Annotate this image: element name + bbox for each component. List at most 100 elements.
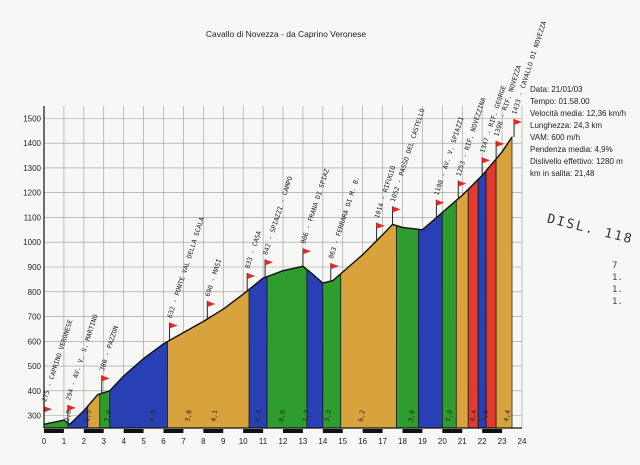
y-tick-label: 400 bbox=[28, 387, 42, 396]
y-tick-label: 1200 bbox=[23, 189, 41, 198]
profile-segment bbox=[322, 272, 342, 429]
ruler-block bbox=[203, 429, 224, 433]
y-tick-label: 1400 bbox=[23, 139, 41, 148]
waypoint-flags bbox=[43, 118, 523, 425]
flag-icon bbox=[207, 301, 216, 308]
flag-icon bbox=[392, 206, 401, 213]
x-tick-label: 13 bbox=[298, 437, 307, 446]
segment-distance-label: 3,6 bbox=[480, 409, 490, 422]
stat-vam: VAM: 600 m/h bbox=[530, 133, 581, 142]
waypoint-flag bbox=[513, 118, 523, 137]
x-tick-label: 17 bbox=[378, 437, 387, 446]
x-tick-label: 7 bbox=[181, 437, 186, 446]
x-tick-label: 6 bbox=[161, 437, 166, 446]
segment-distance-label: 8,0 bbox=[277, 409, 287, 422]
x-tick-label: 18 bbox=[398, 437, 407, 446]
stat-date: Data: 21/01/03 bbox=[530, 85, 583, 94]
ride-stats-panel: Data: 21/01/03 Tempo: 01.58.00 Velocità … bbox=[530, 84, 626, 180]
ruler-block bbox=[442, 429, 463, 433]
flag-icon bbox=[101, 375, 110, 382]
profile-line bbox=[43, 136, 513, 426]
x-tick-label: 21 bbox=[458, 437, 467, 446]
profile-outline bbox=[43, 136, 513, 426]
profile-segment bbox=[485, 157, 497, 429]
side-mark: 1. bbox=[612, 297, 623, 307]
profile-segment bbox=[109, 341, 168, 429]
flag-icon bbox=[265, 259, 274, 266]
chart-title: Cavallo di Novezza - da Caprino Veronese bbox=[206, 29, 366, 39]
waypoint-flag bbox=[495, 140, 505, 159]
y-axis-tick-labels: 300 400 500 600 700 800 900 1000 1100 1200 1300 140… bbox=[23, 114, 41, 420]
ruler-block bbox=[163, 429, 184, 433]
flag-icon bbox=[436, 199, 445, 206]
ruler-block bbox=[482, 429, 503, 433]
stat-length: Lunghezza: 24,3 km bbox=[530, 121, 603, 130]
waypoint-flag bbox=[206, 301, 216, 320]
x-tick-label: 14 bbox=[318, 437, 327, 446]
y-tick-label: 900 bbox=[28, 263, 42, 272]
profile-segment bbox=[477, 169, 487, 429]
side-mark: 7 bbox=[612, 261, 618, 271]
profile-segment bbox=[167, 288, 250, 429]
x-tick-label: 19 bbox=[418, 437, 427, 446]
ruler-block bbox=[243, 429, 264, 433]
waypoint-flag bbox=[376, 222, 385, 241]
flag-icon bbox=[458, 180, 467, 187]
waypoint-flag bbox=[330, 263, 339, 282]
x-tick-label: 11 bbox=[259, 437, 268, 446]
waypoint-flag bbox=[481, 157, 491, 176]
segment-distance-labels: 2,0 1,5 7,0 4,5 3,8 4,1 6,4 8,0 1,7 3,3 6,2 3,8 7,0 4… bbox=[63, 409, 512, 422]
x-tick-label: 24 bbox=[518, 437, 527, 446]
flag-icon bbox=[44, 406, 52, 413]
segment-distance-label: 4,5 bbox=[148, 409, 158, 422]
segment-distance-label: 3,8 bbox=[407, 409, 417, 422]
waypoint-flag bbox=[67, 404, 76, 423]
stat-time: Tempo: 01.58.00 bbox=[530, 97, 590, 106]
waypoint-flag bbox=[392, 206, 401, 225]
waypoint-label: 906 - FRANA DI SPIAZ bbox=[299, 168, 331, 245]
profile-segment bbox=[418, 211, 443, 429]
waypoint-flag bbox=[457, 180, 467, 199]
flag-icon bbox=[514, 118, 523, 125]
flag-icon bbox=[496, 140, 505, 147]
x-tick-label: 3 bbox=[102, 437, 107, 446]
y-tick-label: 300 bbox=[28, 412, 42, 421]
profile-segment bbox=[340, 224, 397, 429]
segment-distance-label: 4,4 bbox=[502, 409, 512, 422]
x-tick-label: 22 bbox=[478, 437, 487, 446]
segment-distance-label: 1,5 bbox=[83, 409, 93, 422]
stat-avg-speed: Velocità media: 12,36 km/h bbox=[530, 109, 627, 118]
ruler-block bbox=[283, 429, 303, 433]
y-tick-label: 1100 bbox=[24, 213, 42, 222]
x-tick-label: 20 bbox=[438, 437, 447, 446]
ruler-block bbox=[83, 429, 104, 433]
ruler-block bbox=[362, 429, 383, 433]
ruler-block bbox=[322, 429, 343, 433]
flag-icon bbox=[302, 248, 311, 255]
ruler-block bbox=[123, 429, 144, 433]
waypoint-label: 380 - PAZZON bbox=[98, 325, 120, 372]
y-tick-label: 600 bbox=[28, 337, 42, 346]
handwritten-side-marks: 7 1. 1. 1. bbox=[612, 260, 623, 308]
segment-distance-label: 6,4 bbox=[253, 409, 263, 422]
profile-segment bbox=[455, 188, 469, 429]
stat-elevation-gain: Dislivello effettivo: 1280 m bbox=[530, 157, 623, 166]
profile-segment bbox=[306, 268, 324, 429]
stat-avg-gradient: Pendenza media: 4,9% bbox=[530, 145, 613, 154]
waypoint-label: 1052 - PASSO DEL CASTELLO bbox=[389, 107, 427, 203]
waypoint-label: 632 - PONTE VAL DELLA SCALA bbox=[166, 216, 206, 319]
profile-segment bbox=[495, 135, 513, 429]
segment-distance-label: 3,8 bbox=[183, 409, 193, 422]
profile-segment bbox=[441, 199, 457, 429]
segment-distance-label: 1,7 bbox=[301, 409, 311, 422]
ruler-block bbox=[44, 429, 64, 433]
waypoint-label: 842 - SPIAZZI - CAMPO bbox=[261, 175, 294, 256]
segment-distance-label: 6,2 bbox=[357, 409, 367, 422]
chart-axes bbox=[43, 106, 522, 433]
flag-icon bbox=[247, 273, 256, 280]
x-axis-tick-labels: 0 1 2 3 4 5 6 7 8 9 10 11 12 13 14 15 16 17 18 19 20 21 22 23 24 bbox=[42, 437, 527, 446]
profile-segment bbox=[396, 225, 419, 429]
flag-icon bbox=[482, 157, 491, 164]
profile-segment bbox=[467, 178, 479, 429]
segment-distance-label: 2,0 bbox=[63, 409, 73, 422]
